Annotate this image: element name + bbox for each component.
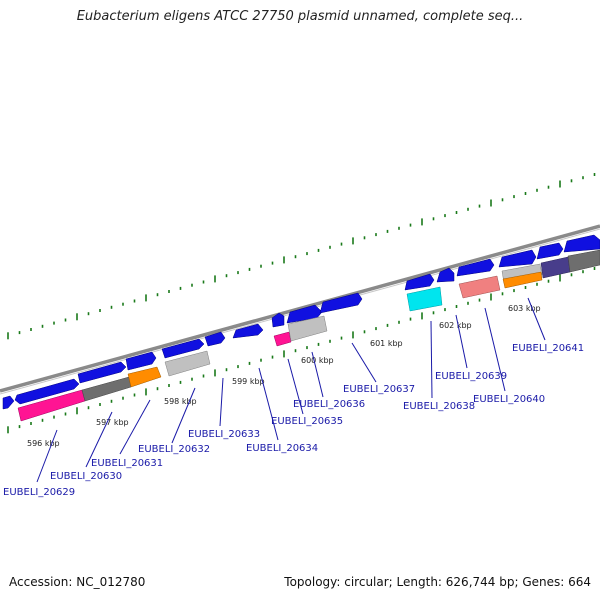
cds-feature[interactable] bbox=[271, 312, 285, 328]
tick-row-upper bbox=[7, 173, 596, 340]
gene-labels: EUBELI_20629 EUBELI_20630 EUBELI_20631 E… bbox=[3, 343, 584, 498]
gene-label[interactable]: EUBELI_20629 bbox=[3, 487, 75, 498]
kbp-label: 599 kbp bbox=[232, 377, 265, 386]
kbp-label: 597 kbp bbox=[96, 418, 129, 427]
cds-feature[interactable] bbox=[436, 267, 455, 283]
gene-leader-lines bbox=[36, 297, 546, 483]
cds-feature[interactable] bbox=[456, 258, 495, 277]
forward-strand-features bbox=[2, 234, 600, 410]
gene-label[interactable]: EUBELI_20636 bbox=[293, 399, 365, 410]
cds-feature[interactable] bbox=[161, 338, 205, 359]
misc-feature[interactable] bbox=[540, 256, 571, 279]
repeat-feature[interactable] bbox=[127, 366, 162, 388]
map-title: Eubacterium eligens ATCC 27750 plasmid u… bbox=[76, 9, 524, 24]
pseudo-feature[interactable] bbox=[164, 350, 211, 377]
cds-feature[interactable] bbox=[319, 292, 363, 314]
gene-label[interactable]: EUBELI_20631 bbox=[91, 458, 163, 469]
gene-label[interactable]: EUBELI_20630 bbox=[50, 471, 122, 482]
gene-label[interactable]: EUBELI_20637 bbox=[343, 384, 415, 395]
cds-feature[interactable] bbox=[404, 273, 435, 291]
cds-feature[interactable] bbox=[2, 395, 15, 410]
topology-summary: Topology: circular; Length: 626,744 bp; … bbox=[284, 575, 591, 589]
accession-text: Accession: NC_012780 bbox=[9, 575, 146, 589]
gene-label[interactable]: EUBELI_20640 bbox=[473, 394, 545, 405]
rna-feature[interactable] bbox=[273, 331, 292, 347]
gene-label[interactable]: EUBELI_20632 bbox=[138, 444, 210, 455]
misc-feature[interactable] bbox=[567, 249, 600, 273]
kbp-scale: 596 kbp 597 kbp 598 kbp 599 kbp 600 kbp … bbox=[27, 304, 541, 448]
cds-feature[interactable] bbox=[232, 323, 264, 339]
cds-feature[interactable] bbox=[77, 361, 127, 384]
kbp-label: 601 kbp bbox=[370, 339, 403, 348]
tick-row-lower bbox=[7, 267, 596, 434]
kbp-label: 602 kbp bbox=[439, 321, 472, 330]
gene-label[interactable]: EUBELI_20634 bbox=[246, 443, 318, 454]
cds-feature[interactable] bbox=[536, 242, 564, 260]
trna-feature[interactable] bbox=[406, 286, 443, 312]
cds-feature[interactable] bbox=[563, 234, 600, 253]
kbp-label: 603 kbp bbox=[508, 304, 541, 313]
gene-label[interactable]: EUBELI_20641 bbox=[512, 343, 584, 354]
kbp-label: 600 kbp bbox=[301, 356, 334, 365]
cds-feature[interactable] bbox=[125, 351, 157, 371]
cds-feature[interactable] bbox=[204, 331, 226, 347]
kbp-label: 596 kbp bbox=[27, 439, 60, 448]
reverse-strand-features bbox=[17, 249, 600, 422]
pseudo-feature[interactable] bbox=[287, 315, 328, 342]
cds-feature[interactable] bbox=[498, 249, 537, 268]
gene-label[interactable]: EUBELI_20639 bbox=[435, 371, 507, 382]
gene-label[interactable]: EUBELI_20635 bbox=[271, 416, 343, 427]
cds-feature[interactable] bbox=[14, 378, 80, 405]
gene-label[interactable]: EUBELI_20638 bbox=[403, 401, 475, 412]
sequence-backbone bbox=[0, 224, 600, 393]
gene-label[interactable]: EUBELI_20633 bbox=[188, 429, 260, 440]
repeat-feature[interactable] bbox=[502, 271, 543, 289]
rrna-feature[interactable] bbox=[458, 275, 501, 299]
kbp-label: 598 kbp bbox=[164, 397, 197, 406]
